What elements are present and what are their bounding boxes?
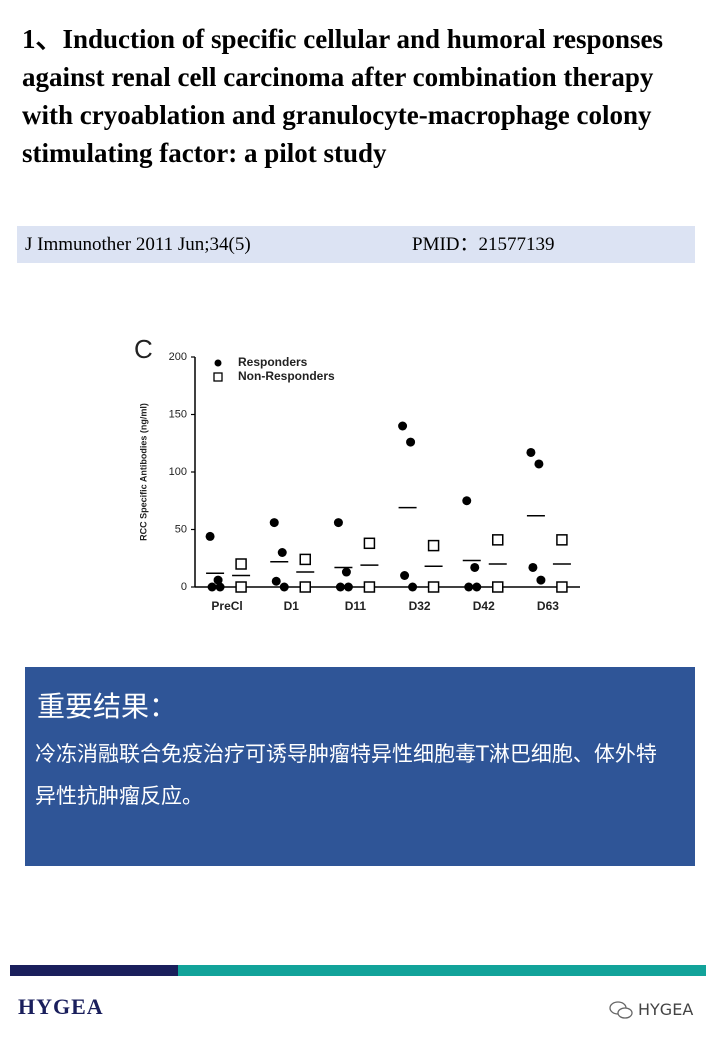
y-tick-label: 100 xyxy=(169,466,187,478)
data-point xyxy=(427,581,440,593)
footer-bar xyxy=(10,965,178,976)
data-point xyxy=(556,534,568,546)
legend-label: Non-Responders xyxy=(238,369,335,383)
y-tick-label: 50 xyxy=(175,523,187,535)
data-point xyxy=(464,582,474,592)
x-tick-label: D11 xyxy=(345,599,367,613)
data-point xyxy=(398,421,408,431)
data-point xyxy=(333,518,343,528)
data-point xyxy=(492,581,504,593)
journal: J Immunother 2011 Jun;34(5) xyxy=(25,234,251,255)
data-point xyxy=(556,581,568,593)
data-point xyxy=(470,562,480,572)
data-point xyxy=(343,582,353,592)
data-point xyxy=(207,582,217,592)
x-tick-label: D32 xyxy=(409,599,431,613)
key-results-heading: 重要结果： xyxy=(37,690,178,723)
x-tick-label: D42 xyxy=(473,599,495,613)
legend-label: Responders xyxy=(238,355,308,369)
data-point xyxy=(269,518,279,528)
pmid: PMID：21577139 xyxy=(412,234,555,255)
data-point xyxy=(400,571,410,580)
data-point xyxy=(341,567,351,577)
data-point xyxy=(472,582,482,592)
data-point xyxy=(205,531,215,541)
data-point xyxy=(526,447,536,457)
data-point xyxy=(406,437,416,447)
data-point xyxy=(536,575,546,585)
data-point xyxy=(528,562,538,572)
footer-watermark: HYGEA xyxy=(638,1000,694,1019)
data-point xyxy=(363,537,376,550)
y-tick-label: 0 xyxy=(181,581,187,593)
data-point xyxy=(277,548,287,557)
key-results-body: 冷冻消融联合免疫治疗可诱导肿瘤特异性细胞毒T淋巴细胞、体外特异性抗肿瘤反应。 xyxy=(35,742,657,808)
data-point xyxy=(408,582,418,592)
data-point xyxy=(534,459,544,469)
panel-letter: C xyxy=(134,335,153,364)
data-point xyxy=(213,575,223,585)
citation-bar: J Immunother 2011 Jun;34(5) PMID：2157713… xyxy=(17,226,695,263)
x-tick-label: PreCl xyxy=(211,599,242,613)
legend-marker xyxy=(214,359,222,367)
y-axis-label: RCC Specific Antibodies (ng/ml) xyxy=(138,403,148,541)
paper-title: 1、Induction of specific cellular and hum… xyxy=(22,24,664,168)
data-point xyxy=(335,582,345,592)
legend-marker xyxy=(213,372,223,382)
data-point xyxy=(427,539,440,552)
footer-logo: HYGEA xyxy=(18,994,104,1019)
data-point xyxy=(462,496,472,506)
key-results: 重要结果： 冷冻消融联合免疫治疗可诱导肿瘤特异性细胞毒T淋巴细胞、体外特异性抗肿… xyxy=(25,667,695,866)
y-tick-label: 150 xyxy=(169,408,187,420)
wechat-icon xyxy=(609,1001,633,1019)
data-point xyxy=(299,581,311,593)
data-point xyxy=(235,581,247,593)
data-point xyxy=(235,558,247,570)
y-tick-label: 200 xyxy=(169,351,187,363)
data-point xyxy=(271,576,281,586)
chart: C RCC Specific Antibodies (ng/ml) Respon… xyxy=(134,335,580,613)
data-point xyxy=(492,534,504,546)
x-tick-label: D1 xyxy=(284,599,300,613)
data-point xyxy=(363,581,376,593)
data-point xyxy=(215,582,225,592)
footer-bar xyxy=(178,965,706,976)
data-point xyxy=(279,582,289,592)
x-tick-label: D63 xyxy=(537,599,559,613)
data-point xyxy=(299,553,311,566)
